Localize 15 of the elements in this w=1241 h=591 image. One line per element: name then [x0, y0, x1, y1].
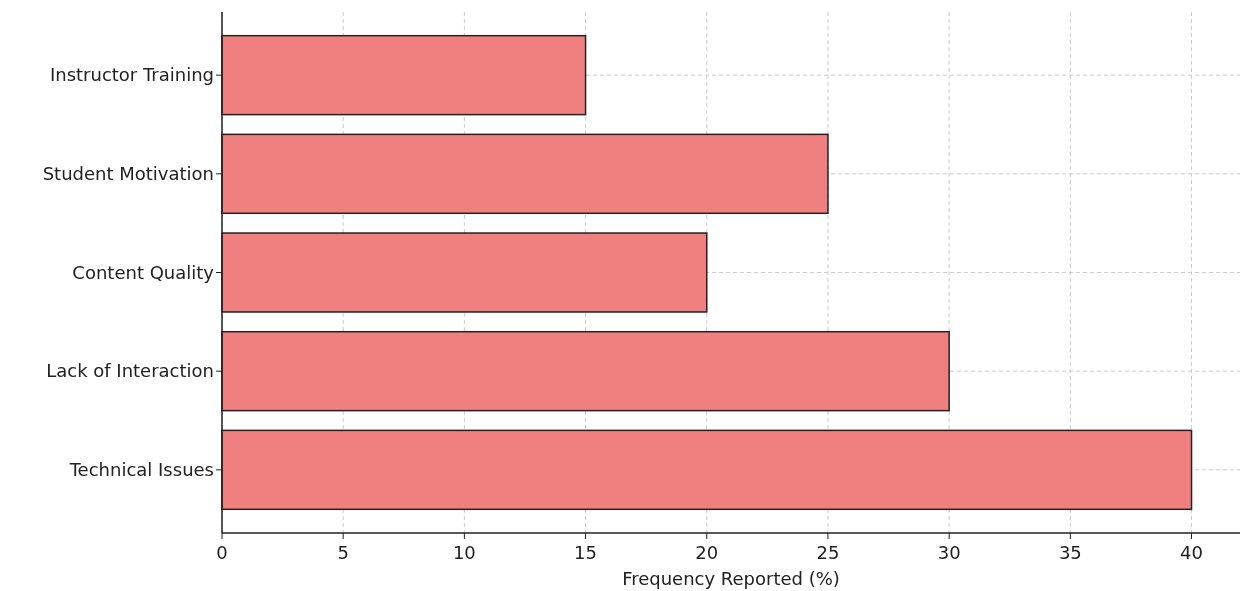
y-tick-label: Instructor Training	[49, 64, 214, 86]
y-tick-label: Technical Issues	[68, 459, 214, 481]
x-tick-label: 20	[695, 542, 719, 563]
x-tick-label: 35	[1058, 542, 1082, 563]
x-tick-label: 40	[1180, 542, 1203, 563]
x-tick-label: 30	[937, 542, 961, 563]
y-tick-label: Student Motivation	[42, 163, 214, 185]
x-axis-title: Frequency Reported (%)	[622, 568, 840, 589]
x-tick-label: 5	[337, 542, 349, 563]
x-tick-label: 0	[216, 542, 228, 563]
x-tick-label: 10	[452, 542, 476, 563]
x-tick-label: 15	[574, 542, 598, 563]
y-tick-label: Lack of Interaction	[46, 360, 214, 382]
y-tick-label: Content Quality	[72, 261, 215, 283]
x-tick-label: 25	[816, 542, 840, 563]
